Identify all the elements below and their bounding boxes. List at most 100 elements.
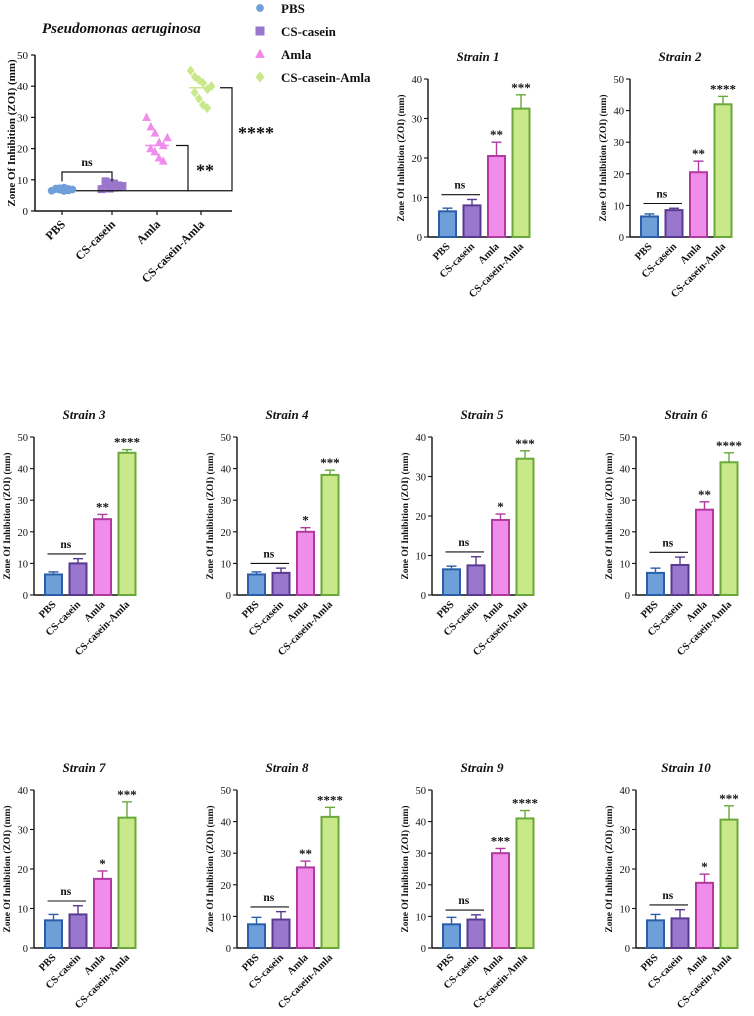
- x-label-amla: Amla: [133, 217, 163, 247]
- y-tick-label: 10: [620, 905, 631, 916]
- y-tick-label: 0: [23, 944, 28, 955]
- panel-title: Strain 5: [461, 407, 504, 422]
- bar-panel-strain-10: Strain 10 0 10 20 30 40 Zone Of Inhibition (ZO…: [604, 760, 739, 1011]
- bar-cs-casein: [271, 571, 291, 597]
- y-tick-label: 0: [421, 591, 426, 602]
- y-tick-label: 20: [416, 512, 427, 523]
- y-axis-label: Zone Of Inhibition (ZOI) (mm): [6, 59, 18, 207]
- y-tick-label: 30: [17, 112, 29, 124]
- y-tick-label: 20: [221, 881, 232, 892]
- significance-label: ****: [114, 435, 140, 450]
- y-tick-label: 40: [614, 107, 625, 118]
- x-label-pbs: PBS: [435, 952, 457, 974]
- significance-label: *: [99, 856, 106, 871]
- bar-pbs: [646, 571, 665, 597]
- bar-cs-casein-amla: [719, 461, 739, 596]
- bar-amla: [93, 877, 112, 949]
- panel-title: Strain 3: [63, 407, 106, 422]
- bar-panel-strain-6: Strain 6 0 10 20 30 40 50 Zone Of Inhibition (Z…: [604, 407, 742, 658]
- significance-label: *: [302, 513, 309, 528]
- legend: PBS CS-casein Amla CS-casein-Amla: [255, 1, 371, 85]
- y-tick-label: 50: [221, 433, 232, 444]
- legend-marker-cs-casein: [255, 26, 265, 36]
- y-axis-label: Zone Of Inhibition (ZOI) (mm): [2, 452, 13, 579]
- data-point: [101, 177, 110, 186]
- bar-cs-casein-amla: [117, 451, 137, 596]
- x-label-pbs: PBS: [633, 241, 655, 263]
- data-point: [150, 146, 160, 156]
- significance-label: **: [698, 487, 711, 502]
- significance-label: ***: [320, 455, 340, 470]
- data-point: [97, 185, 106, 194]
- legend-marker-pbs: [256, 4, 264, 12]
- bar-amla: [491, 518, 510, 597]
- ns-label: ns: [263, 892, 274, 904]
- bar-cs-casein: [462, 204, 482, 238]
- bar-cs-casein-amla: [117, 816, 137, 950]
- panel-title: Strain 6: [665, 407, 708, 422]
- bar-cs-casein: [271, 918, 291, 949]
- y-axis-label: Zone Of Inhibition (ZOI) (mm): [396, 94, 407, 221]
- data-point: [154, 137, 164, 146]
- data-point: [203, 103, 212, 113]
- data-point: [195, 75, 203, 85]
- bar-panel-strain-2: Strain 2 0 10 20 30 40 50 Zone Of Inhibition (Z…: [598, 49, 736, 300]
- y-tick-label: 0: [226, 944, 231, 955]
- y-tick-label: 20: [221, 528, 232, 539]
- y-tick-label: 0: [619, 233, 624, 244]
- significance-label: *: [701, 859, 708, 874]
- x-label-pbs: PBS: [435, 599, 457, 621]
- y-tick-label: 30: [614, 138, 625, 149]
- bar-amla: [296, 866, 315, 949]
- y-tick-label: 20: [412, 154, 423, 165]
- y-tick-label: 30: [416, 473, 427, 484]
- y-tick-label: 30: [221, 496, 232, 507]
- data-point: [186, 65, 195, 76]
- data-point: [207, 81, 216, 92]
- series-cs-casein-amla: [186, 65, 216, 113]
- ns-label: ns: [662, 537, 673, 549]
- data-point: [105, 184, 114, 193]
- y-tick-label: 0: [625, 591, 630, 602]
- y-tick-label: 50: [620, 433, 631, 444]
- legend-marker-amla: [255, 48, 265, 59]
- y-tick-label: 20: [18, 865, 29, 876]
- bracket-ns: [61, 171, 113, 182]
- bracket-combo: [188, 87, 233, 192]
- y-tick-label: 50: [17, 50, 29, 62]
- y-tick-label: 50: [614, 75, 625, 86]
- legend-item-cs-casein-amla: CS-casein-Amla: [281, 70, 371, 85]
- bar-pbs: [247, 573, 266, 597]
- bar-cs-casein-amla: [719, 818, 739, 949]
- bracket-amla: [76, 144, 189, 192]
- data-point: [199, 78, 208, 89]
- sig-label-amla: **: [196, 160, 214, 180]
- data-point: [146, 121, 156, 131]
- significance-label: **: [96, 499, 109, 514]
- bar-pbs: [646, 919, 665, 949]
- panel-title: Strain 10: [661, 760, 711, 775]
- y-tick-label: 10: [221, 912, 232, 923]
- panel-title: Strain 4: [266, 407, 309, 422]
- chart-title: Pseudomonas aeruginosa: [42, 21, 201, 37]
- bar-amla: [93, 518, 112, 596]
- ns-label: ns: [662, 890, 673, 902]
- ns-label: ns: [60, 539, 71, 551]
- data-point: [194, 93, 203, 104]
- x-label-pbs: PBS: [43, 217, 69, 243]
- y-tick-label: 20: [620, 865, 631, 876]
- y-tick-label: 30: [18, 496, 29, 507]
- bar-pbs: [442, 568, 461, 597]
- x-label-pbs: PBS: [431, 241, 453, 263]
- legend-marker-cs-casein-amla: [255, 71, 265, 83]
- y-tick-label: 40: [221, 465, 232, 476]
- bar-pbs: [438, 210, 457, 238]
- bar-cs-casein: [466, 918, 486, 949]
- data-point: [146, 143, 155, 153]
- data-point: [150, 128, 160, 137]
- y-tick-label: 0: [417, 233, 422, 244]
- x-label-cs-casein: CS-casein: [72, 217, 118, 263]
- series-cs-casein: [97, 177, 127, 194]
- significance-label: ***: [511, 80, 531, 95]
